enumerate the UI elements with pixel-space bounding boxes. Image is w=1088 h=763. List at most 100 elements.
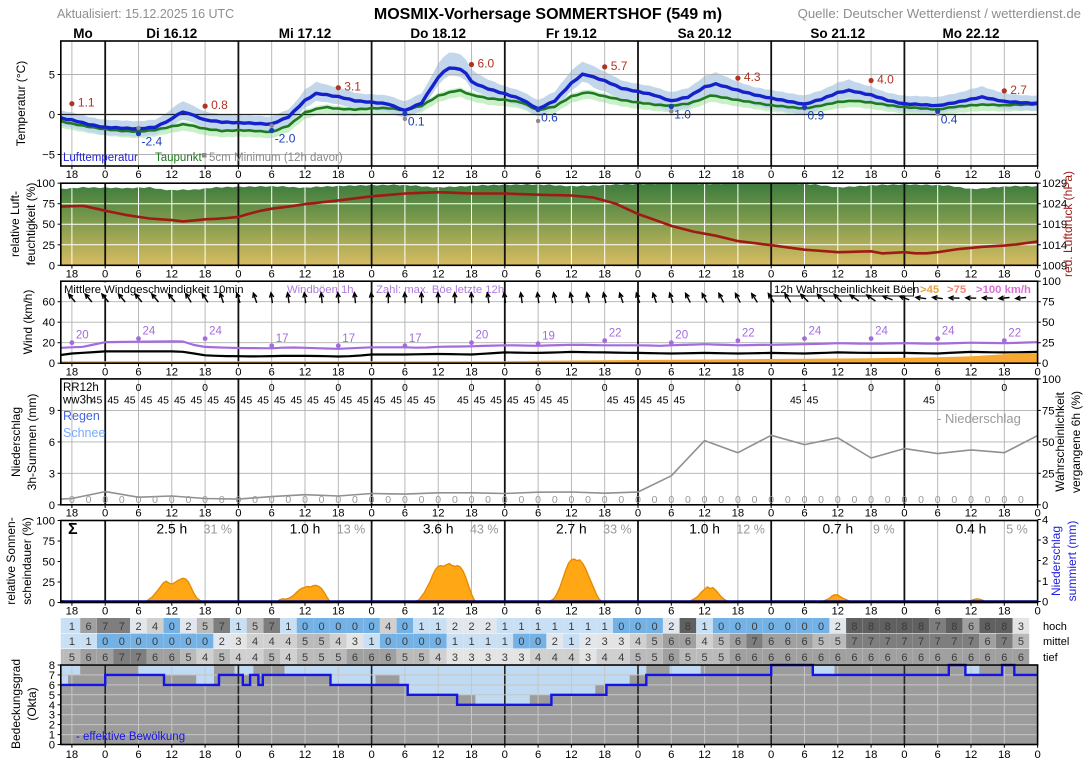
svg-text:MOSMIX-Vorhersage SOMMERTSHOF: MOSMIX-Vorhersage SOMMERTSHOF (549 m) [374,6,722,23]
svg-text:0: 0 [269,494,275,506]
svg-text:7: 7 [935,621,941,633]
svg-text:- Niederschlag: - Niederschlag [937,411,1021,426]
svg-text:12: 12 [565,367,578,379]
svg-text:12: 12 [299,749,312,761]
svg-text:7: 7 [951,636,957,648]
svg-text:6: 6 [801,508,807,520]
svg-text:18: 18 [732,367,745,379]
svg-text:12: 12 [698,269,711,281]
svg-text:18: 18 [865,749,878,761]
svg-text:Di 16.12: Di 16.12 [146,26,197,41]
svg-text:18: 18 [865,269,878,281]
svg-text:2: 2 [1042,556,1048,568]
svg-text:45: 45 [107,394,119,406]
svg-text:12: 12 [832,606,845,618]
svg-text:3: 3 [1018,621,1024,633]
svg-text:18: 18 [465,367,478,379]
svg-text:12: 12 [299,269,312,281]
svg-text:0: 0 [735,494,741,506]
svg-text:18: 18 [598,169,611,181]
svg-text:4: 4 [618,652,624,664]
svg-text:8: 8 [985,621,991,633]
svg-text:3: 3 [468,652,474,664]
svg-text:0: 0 [768,606,774,618]
svg-text:hoch: hoch [1043,621,1067,633]
svg-text:60: 60 [42,297,55,309]
svg-text:Σ: Σ [68,521,78,538]
svg-text:0: 0 [552,494,558,506]
svg-text:6: 6 [935,367,941,379]
svg-text:45: 45 [807,394,819,406]
svg-text:0: 0 [635,494,641,506]
svg-text:0: 0 [302,494,308,506]
svg-text:Mittlere Windgeschwindigkeit 1: Mittlere Windgeschwindigkeit 10min [64,284,244,296]
svg-text:Mi 17.12: Mi 17.12 [279,26,332,41]
svg-text:0: 0 [901,508,907,520]
svg-text:33 %: 33 % [603,523,632,537]
svg-text:18: 18 [598,508,611,520]
svg-text:6: 6 [402,749,408,761]
svg-text:2: 2 [552,636,558,648]
svg-text:6: 6 [751,652,757,664]
svg-text:6: 6 [968,652,974,664]
svg-text:3: 3 [602,636,608,648]
svg-text:6: 6 [868,652,874,664]
svg-text:0: 0 [469,494,475,506]
svg-text:6: 6 [135,508,141,520]
svg-text:7: 7 [1001,636,1007,648]
svg-text:6: 6 [668,652,674,664]
svg-text:18: 18 [332,749,345,761]
svg-text:18: 18 [199,749,212,761]
svg-text:45: 45 [623,394,635,406]
svg-text:4: 4 [335,636,341,648]
svg-text:5: 5 [685,652,691,664]
svg-text:6: 6 [668,749,674,761]
svg-text:18: 18 [732,606,745,618]
svg-text:6: 6 [935,508,941,520]
svg-text:5: 5 [635,652,641,664]
svg-text:6: 6 [801,652,807,664]
svg-text:0: 0 [668,494,674,506]
svg-text:0: 0 [368,606,374,618]
svg-text:12 %: 12 % [736,523,765,537]
svg-text:0: 0 [635,508,641,520]
svg-text:45: 45 [207,394,219,406]
svg-text:12: 12 [299,508,312,520]
svg-text:6: 6 [935,652,941,664]
svg-text:4: 4 [602,652,608,664]
svg-text:0: 0 [368,508,374,520]
svg-text:24: 24 [209,326,222,338]
svg-text:12: 12 [299,169,312,181]
svg-text:0: 0 [235,606,241,618]
svg-text:4: 4 [535,652,541,664]
svg-text:18: 18 [332,169,345,181]
svg-text:12: 12 [166,606,179,618]
svg-text:7: 7 [102,621,108,633]
svg-text:8: 8 [885,621,891,633]
svg-text:0: 0 [818,494,824,506]
svg-text:7: 7 [219,621,225,633]
svg-text:5: 5 [718,636,724,648]
svg-text:6: 6 [835,652,841,664]
svg-text:Minimum (12h davor): Minimum (12h davor) [234,152,343,164]
svg-text:5: 5 [652,636,658,648]
svg-text:0: 0 [901,749,907,761]
svg-text:0: 0 [568,494,574,506]
svg-text:0: 0 [1042,597,1048,609]
svg-text:8: 8 [685,621,691,633]
svg-text:0: 0 [718,621,724,633]
svg-text:7: 7 [851,636,857,648]
svg-text:22: 22 [609,328,622,340]
svg-text:18: 18 [732,508,745,520]
svg-text:45: 45 [424,394,436,406]
svg-text:2: 2 [585,636,591,648]
svg-text:8: 8 [951,621,957,633]
svg-text:12: 12 [965,169,978,181]
svg-text:6: 6 [85,621,91,633]
svg-text:0: 0 [502,367,508,379]
svg-text:0: 0 [136,382,142,394]
svg-text:0: 0 [169,621,175,633]
svg-text:0: 0 [285,494,291,506]
svg-text:18: 18 [465,169,478,181]
svg-text:12: 12 [965,367,978,379]
